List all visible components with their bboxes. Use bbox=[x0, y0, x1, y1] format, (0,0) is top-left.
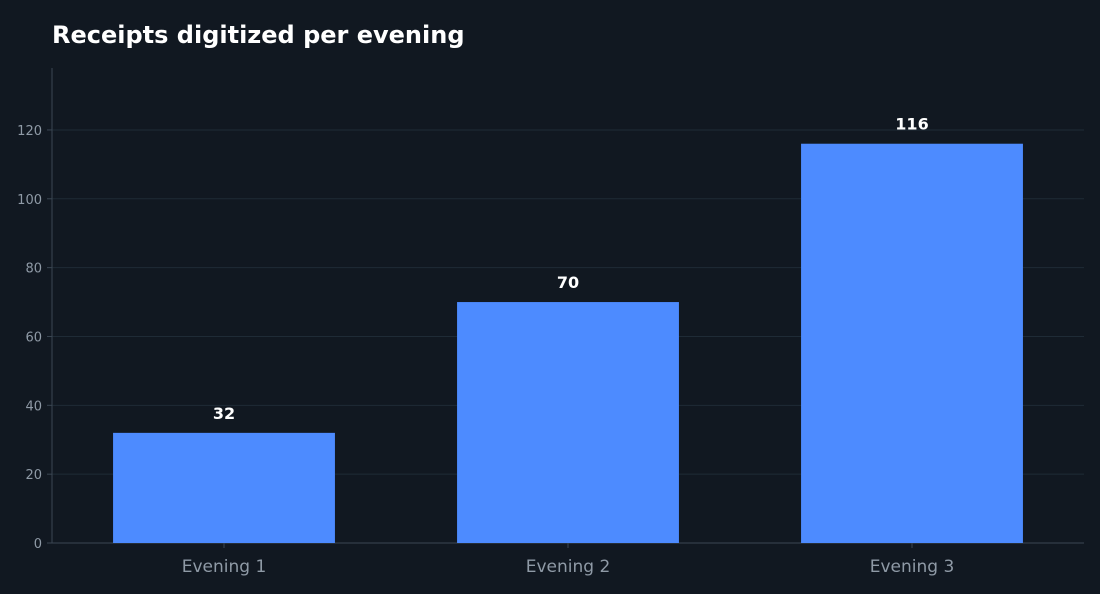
x-tick-label: Evening 1 bbox=[182, 557, 267, 577]
y-tick-label: 20 bbox=[25, 468, 42, 483]
bar-1 bbox=[113, 432, 335, 543]
data-label: 116 bbox=[895, 115, 928, 134]
y-tick-label: 60 bbox=[25, 330, 42, 345]
x-tick-label: Evening 2 bbox=[526, 557, 611, 577]
x-tick-label: Evening 3 bbox=[870, 557, 955, 577]
data-labels: 32 70 116 bbox=[213, 115, 929, 423]
chart-title: Receipts digitized per evening bbox=[52, 21, 465, 49]
bar-2 bbox=[457, 302, 679, 543]
bar-3 bbox=[801, 143, 1023, 543]
y-tick-label: 0 bbox=[34, 537, 42, 552]
data-label: 32 bbox=[213, 404, 235, 423]
y-tick-label: 80 bbox=[25, 262, 42, 277]
data-label: 70 bbox=[557, 273, 579, 292]
y-tick-label: 40 bbox=[25, 399, 42, 414]
y-tick-label: 100 bbox=[17, 193, 42, 208]
bars bbox=[113, 143, 1023, 543]
y-tick-label: 120 bbox=[17, 124, 42, 139]
